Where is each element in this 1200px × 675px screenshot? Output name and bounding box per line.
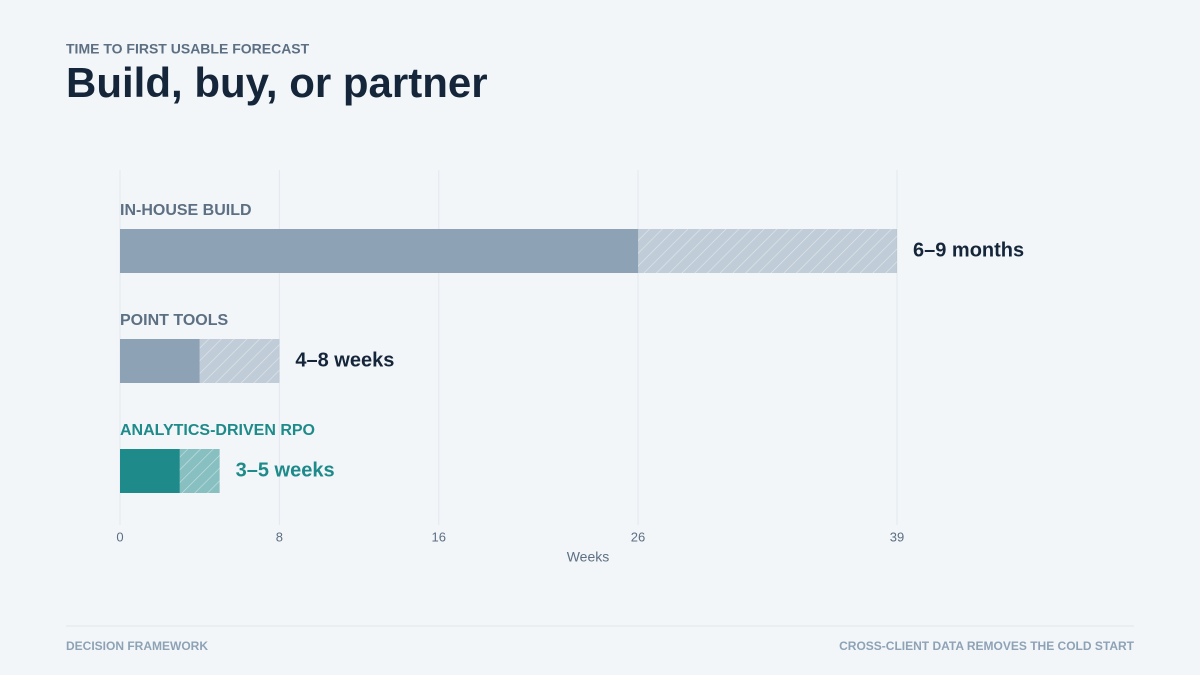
footer-right: CROSS-CLIENT DATA REMOVES THE COLD START [839,639,1135,653]
bar-range-hatch [179,449,220,493]
x-axis-label: Weeks [567,549,610,565]
value-label: 6–9 months [913,239,1024,261]
bar-range-hatch [199,339,280,383]
footer-left: DECISION FRAMEWORK [66,639,208,653]
category-label: IN-HOUSE BUILD [120,202,252,219]
x-tick-label: 16 [432,529,446,544]
chart-title: Build, buy, or partner [66,59,488,106]
category-label: POINT TOOLS [120,312,228,329]
eyebrow: TIME TO FIRST USABLE FORECAST [66,41,310,57]
bar-low [120,229,638,273]
x-tick-label: 8 [276,529,283,544]
x-tick-label: 0 [116,529,123,544]
value-label: 4–8 weeks [295,349,394,371]
bar-range-hatch [638,229,897,273]
x-tick-label: 39 [890,529,904,544]
bar-low [120,339,200,383]
x-tick-label: 26 [631,529,645,544]
bar-low [120,449,180,493]
category-label: ANALYTICS-DRIVEN RPO [120,422,315,439]
value-label: 3–5 weeks [236,459,335,481]
